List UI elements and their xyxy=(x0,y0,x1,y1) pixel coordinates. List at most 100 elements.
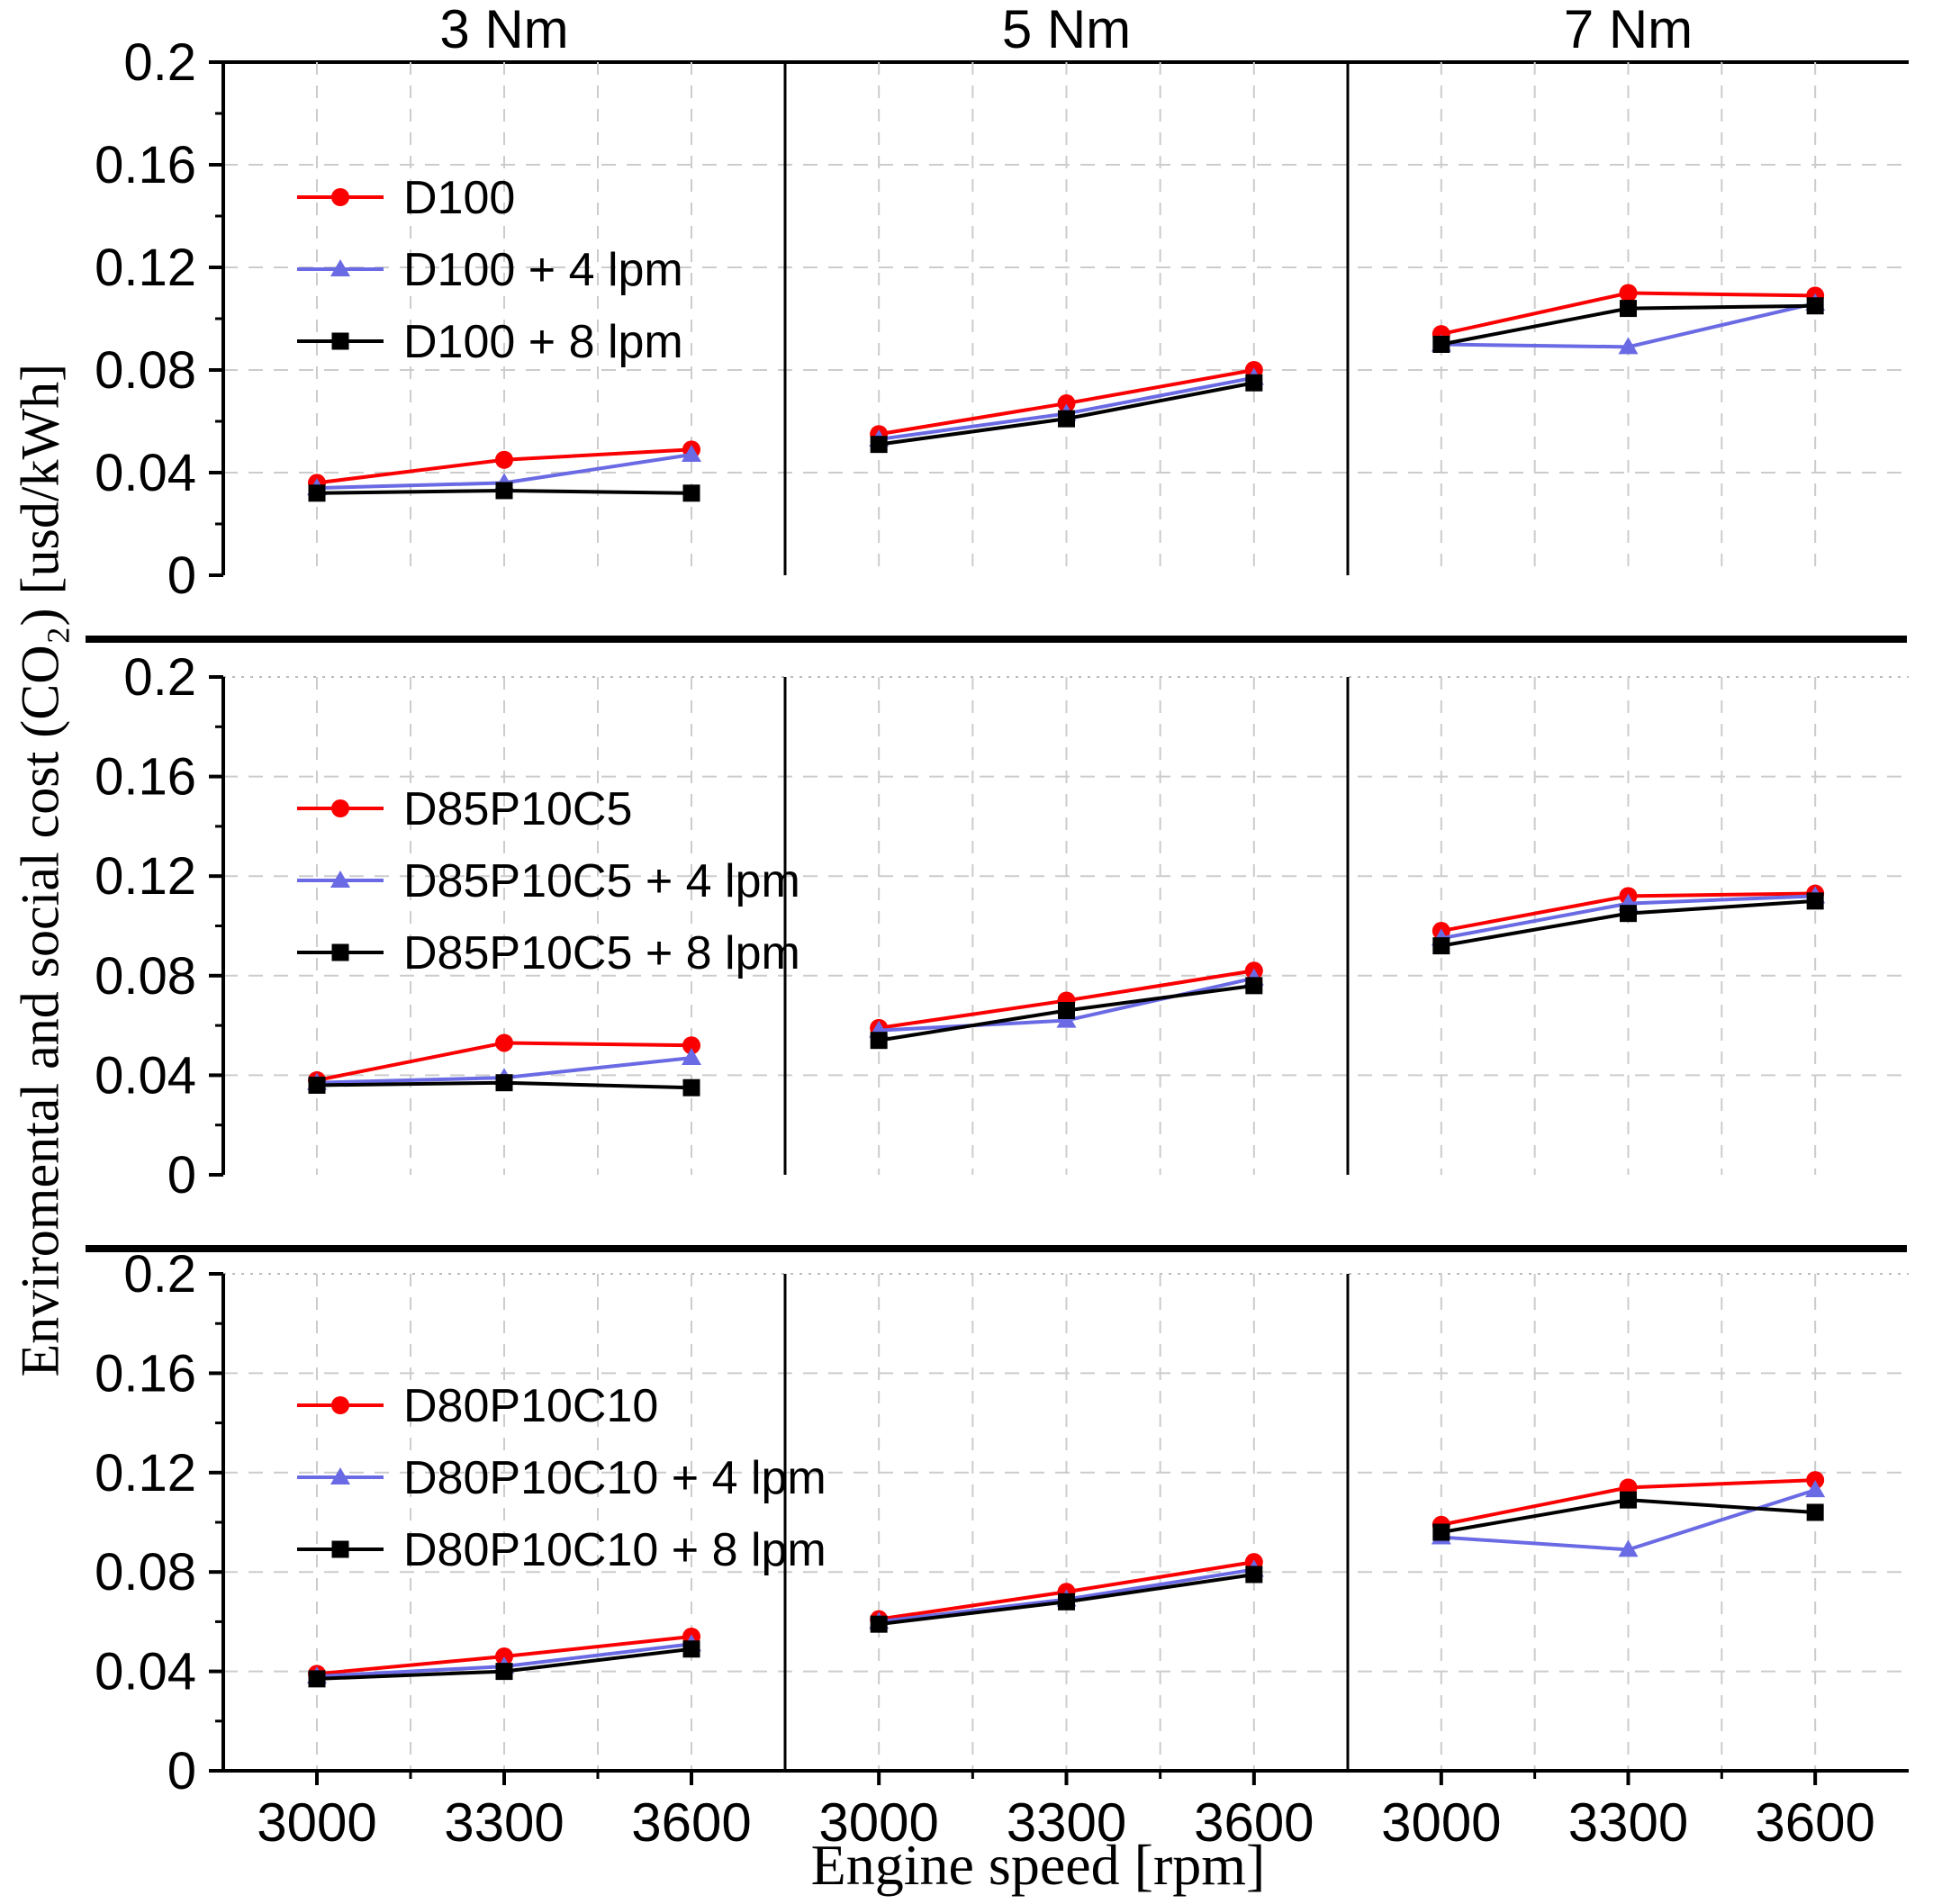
y-tick-label: 0.2 xyxy=(123,648,196,707)
y-tick-label: 0.08 xyxy=(95,947,196,1006)
x-tick-label: 3000 xyxy=(818,1792,938,1853)
panel-D100-3Nm xyxy=(307,440,701,502)
y-tick-label: 0.08 xyxy=(95,1543,196,1602)
legend-swatch-triangle xyxy=(330,871,350,888)
legend-D100: D100 D100 + 4 lpm D100 + 8 lpm xyxy=(297,172,683,368)
x-tick-label: 3300 xyxy=(1568,1792,1688,1853)
legend-swatch-triangle xyxy=(330,1467,350,1484)
column-title-3nm: 3 Nm xyxy=(439,0,569,59)
data-point-square xyxy=(1432,1523,1450,1541)
y-tick-label: 0.08 xyxy=(95,341,196,400)
y-axis-title: Enviromental and social cost (CO₂) [usd/… xyxy=(10,363,70,1377)
x-tick-label: 3000 xyxy=(257,1792,376,1853)
panel-D100-5Nm xyxy=(869,361,1264,454)
legend-item-label: D85P10C5 xyxy=(403,783,632,835)
legend-swatch-square xyxy=(331,1540,349,1558)
legend-item-label: D100 + 4 lpm xyxy=(403,244,683,296)
legend-item-label: D100 xyxy=(403,172,515,224)
data-point-square xyxy=(870,1615,888,1633)
data-point-triangle xyxy=(682,1048,701,1066)
y-tick-label: 0.16 xyxy=(95,1344,196,1403)
panel-D80P10C10-3Nm xyxy=(307,1627,701,1688)
data-point-square xyxy=(308,1670,326,1688)
data-point-square xyxy=(1620,1491,1637,1509)
y-tick-label: 0.04 xyxy=(95,444,196,502)
panel-D85P10C5-3Nm xyxy=(307,1033,701,1096)
y-tick-label: 0.12 xyxy=(95,239,196,297)
y-tick-label: 0 xyxy=(167,546,196,605)
x-tick-label: 3600 xyxy=(631,1792,751,1853)
data-point-square xyxy=(308,1076,326,1094)
x-tick-label: 3000 xyxy=(1381,1792,1501,1853)
data-point-square xyxy=(1245,977,1263,995)
y-tick-label: 0.04 xyxy=(95,1643,196,1701)
data-point-circle xyxy=(682,1036,700,1055)
data-point-triangle xyxy=(682,445,701,463)
data-point-square xyxy=(495,482,513,500)
legend-item-label: D85P10C5 + 4 lpm xyxy=(403,855,800,907)
data-point-triangle xyxy=(1618,1539,1639,1557)
data-point-circle xyxy=(1806,1471,1825,1490)
data-point-triangle xyxy=(1056,1010,1077,1028)
data-point-square xyxy=(495,1074,513,1092)
data-point-square xyxy=(1620,300,1637,318)
panel-D85P10C5-7Nm xyxy=(1431,884,1826,955)
panel-D100-7Nm xyxy=(1431,284,1826,355)
data-point-square xyxy=(1806,1503,1824,1521)
chart-row-D85P10C5: 0 0.04 0.08 0.12 0.16 0.2 D85P10C5 D85P10C5 + 4… xyxy=(95,648,1909,1205)
data-point-square xyxy=(682,1078,700,1096)
x-tick-label: 3300 xyxy=(1007,1792,1126,1853)
y-tick-label: 0.2 xyxy=(123,1245,196,1304)
data-point-circle xyxy=(1619,284,1638,302)
column-title-5nm: 5 Nm xyxy=(1001,0,1132,59)
data-point-square xyxy=(495,1663,513,1681)
data-point-square xyxy=(1432,336,1450,353)
data-point-square xyxy=(682,484,700,502)
data-point-square xyxy=(1806,892,1824,910)
y-tick-label: 0.2 xyxy=(123,33,196,92)
data-point-square xyxy=(1245,1566,1263,1584)
chart-row-D80P10C10: 0 0.04 0.08 0.12 0.16 0.2 D80P10C10 D80P10C10 +… xyxy=(95,1245,1909,1800)
data-point-circle xyxy=(1057,394,1076,413)
data-point-circle xyxy=(495,1647,513,1666)
data-point-square xyxy=(1058,410,1075,428)
legend-swatch-circle xyxy=(331,1396,349,1414)
legend-swatch-square xyxy=(331,943,349,961)
legend-swatch-triangle xyxy=(330,259,350,276)
legend-item-label: D80P10C10 + 8 lpm xyxy=(403,1524,826,1576)
data-point-square xyxy=(682,1640,700,1658)
y-tick-label: 0.16 xyxy=(95,748,196,807)
data-point-circle xyxy=(495,450,513,469)
data-point-square xyxy=(1806,297,1824,315)
legend-swatch-square xyxy=(331,332,349,350)
data-point-square xyxy=(1245,374,1263,392)
data-point-triangle xyxy=(1618,337,1639,355)
legend-item-label: D80P10C10 + 4 lpm xyxy=(403,1452,826,1504)
y-tick-label: 0.16 xyxy=(95,136,196,194)
data-point-square xyxy=(1620,905,1637,923)
legend-item-label: D85P10C5 + 8 lpm xyxy=(403,927,800,979)
data-point-square xyxy=(1058,1002,1075,1020)
data-point-square xyxy=(308,484,326,502)
data-point-circle xyxy=(495,1033,513,1052)
x-tick-label: 3600 xyxy=(1755,1792,1874,1853)
legend-swatch-circle xyxy=(331,799,349,817)
data-point-square xyxy=(870,436,888,454)
panel-D85P10C5-5Nm xyxy=(869,961,1264,1050)
y-tick-label: 0.04 xyxy=(95,1046,196,1105)
x-axis-title: Engine speed [rpm] xyxy=(810,1833,1266,1897)
y-tick-label: 0 xyxy=(167,1742,196,1800)
x-tick-label: 3300 xyxy=(444,1792,564,1853)
legend-item-label: D100 + 8 lpm xyxy=(403,316,683,368)
y-tick-label: 0.12 xyxy=(95,1444,196,1502)
data-point-triangle xyxy=(1805,1480,1826,1498)
column-title-7nm: 7 Nm xyxy=(1563,0,1694,59)
legend-D85P10C5: D85P10C5 D85P10C5 + 4 lpm D85P10C5 + 8 lpm xyxy=(297,783,800,979)
data-point-square xyxy=(870,1032,888,1050)
panel-D80P10C10-5Nm xyxy=(869,1553,1264,1633)
x-tick-label: 3600 xyxy=(1194,1792,1314,1853)
data-point-square xyxy=(1432,937,1450,955)
